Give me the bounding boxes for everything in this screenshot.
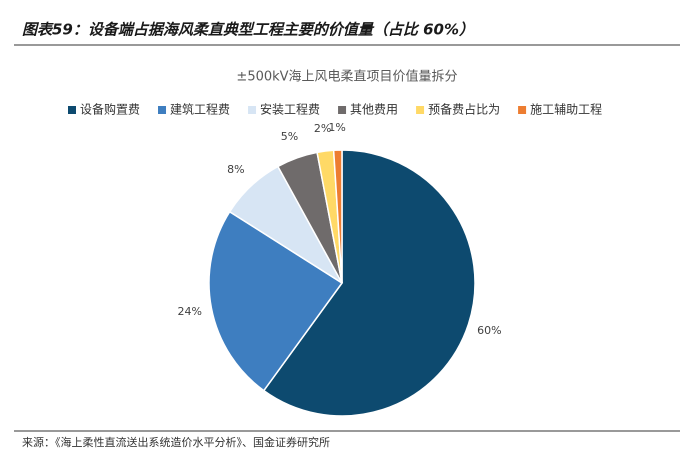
data-label: 8% [227,163,244,176]
source: 来源：《海上柔性直流送出系统造价水平分析》、国金证券研究所 [22,435,330,449]
header-title: 图表59：设备端占据海风柔直典型工程主要的价值量（占比 60%） [22,21,474,39]
pie-slice [332,149,343,284]
legend-swatch [518,106,527,114]
legend-label: 施工辅助工程 [530,102,602,117]
pie-slice [208,210,344,392]
legend-swatch [68,106,76,114]
legend-swatch [248,106,257,114]
legend-label: 其他费用 [350,103,398,117]
legend-swatch [158,106,167,114]
legend-label: 设备购置费 [80,102,140,117]
chart-title: ±500kV海上风电柔直项目价值量拆分 [236,69,457,85]
data-label: 60% [477,324,501,337]
data-label: 5% [281,130,298,143]
legend-label: 建筑工程费 [170,102,230,117]
legend-label: 安装工程费 [260,102,320,117]
data-label: 1% [328,121,345,134]
data-label: 2% [314,122,331,135]
legend-swatch [416,106,425,114]
legend-label: 预备费占比为 [428,102,500,117]
data-label: 24% [178,305,202,318]
legend-swatch [338,106,347,114]
pie-slice [262,149,476,417]
